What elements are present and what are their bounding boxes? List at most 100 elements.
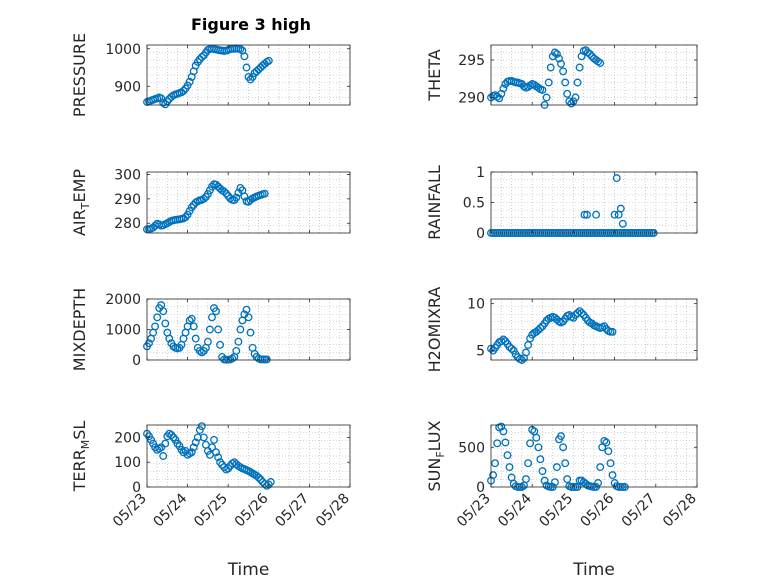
data-point <box>212 180 220 189</box>
data-point <box>499 427 508 436</box>
data-points <box>143 44 273 109</box>
data-point <box>618 219 627 228</box>
data-point <box>266 478 275 486</box>
y-tick-label: 0 <box>476 226 485 242</box>
data-point <box>179 86 188 95</box>
data-point <box>195 426 204 434</box>
subplot-6: 5 10 H2OMIXRA <box>425 287 698 372</box>
data-point <box>604 447 613 456</box>
data-point <box>608 471 617 480</box>
data-point <box>522 348 530 357</box>
axes-box <box>490 44 698 106</box>
data-point <box>149 223 158 232</box>
y-tick-label: 10 <box>467 297 485 313</box>
data-point <box>559 443 568 452</box>
data-points <box>143 422 275 490</box>
data-point <box>195 346 204 355</box>
x-axis-label: Time <box>572 560 615 580</box>
y-tick-label: 1000 <box>105 323 141 339</box>
y-tick-label: 0.5 <box>463 196 485 212</box>
x-tick-label: 05/26 <box>578 490 618 530</box>
data-point <box>167 92 176 101</box>
subplot-4: 0 0.5 1 RAINFALL <box>425 165 698 242</box>
data-point <box>575 63 584 72</box>
data-point <box>522 475 530 484</box>
data-point <box>222 189 231 198</box>
data-point <box>577 309 586 318</box>
y-tick-label: 0 <box>132 353 141 369</box>
data-point <box>145 339 153 348</box>
y-tick-label: 280 <box>114 216 141 232</box>
data-point <box>212 448 220 457</box>
data-point <box>214 453 223 462</box>
x-tick-label: 05/26 <box>232 490 272 530</box>
data-point <box>240 52 249 61</box>
data-point <box>197 348 206 357</box>
data-point <box>563 89 572 98</box>
data-point <box>534 443 543 452</box>
data-point <box>571 93 580 102</box>
data-point <box>596 463 605 472</box>
y-tick-label: 200 <box>114 430 141 446</box>
data-point <box>242 63 251 72</box>
data-point <box>197 422 206 431</box>
data-point <box>203 337 212 346</box>
data-point <box>585 50 594 58</box>
data-point <box>236 325 245 334</box>
x-tick-label: 05/24 <box>151 490 191 530</box>
data-point <box>161 319 170 328</box>
data-point <box>540 476 549 485</box>
data-point <box>236 183 245 192</box>
data-point <box>499 84 508 93</box>
data-point <box>538 467 547 476</box>
data-point <box>552 50 561 58</box>
data-point <box>151 322 160 331</box>
data-point <box>159 452 168 460</box>
x-tick-label: 05/27 <box>619 491 659 531</box>
data-point <box>234 337 243 346</box>
data-point <box>610 210 619 219</box>
grid-lines <box>491 425 697 487</box>
y-axis-label: PRESSURE <box>70 33 89 117</box>
data-point <box>161 439 170 448</box>
data-point <box>216 340 225 349</box>
data-point <box>616 204 625 213</box>
data-point <box>159 98 168 107</box>
data-point <box>497 422 506 431</box>
y-tick-label: 300 <box>114 167 141 183</box>
y-tick-label: 500 <box>458 440 485 456</box>
data-point <box>240 192 249 201</box>
data-point <box>228 354 237 363</box>
data-point <box>536 455 545 464</box>
data-point <box>246 328 255 337</box>
data-point <box>534 83 543 92</box>
axes-box <box>146 171 351 234</box>
data-point <box>507 344 516 353</box>
data-point <box>181 213 190 222</box>
x-tick-label: 05/28 <box>313 491 353 531</box>
x-tick-label: 05/24 <box>495 490 535 530</box>
y-tick-label: 2000 <box>105 292 141 308</box>
data-point <box>602 438 611 447</box>
data-point <box>497 337 506 346</box>
y-axis-label: RAINFALL <box>425 165 444 240</box>
y-tick-label: 0 <box>132 480 141 496</box>
data-point <box>546 63 555 72</box>
data-point <box>532 433 541 442</box>
data-point <box>552 463 561 472</box>
data-point <box>208 313 216 322</box>
data-point <box>559 67 568 76</box>
data-point <box>214 325 223 334</box>
subplot-2: 290 295 THETA <box>425 44 698 109</box>
data-point <box>600 436 609 445</box>
data-point <box>606 459 615 468</box>
data-point <box>567 99 576 108</box>
data-point <box>491 459 500 468</box>
data-point <box>220 187 229 196</box>
data-point <box>561 78 570 87</box>
data-point <box>580 210 589 219</box>
data-point <box>550 478 559 487</box>
y-tick-label: 100 <box>114 455 141 471</box>
y-tick-label: 1000 <box>105 42 141 58</box>
y-tick-label: 900 <box>114 79 141 95</box>
